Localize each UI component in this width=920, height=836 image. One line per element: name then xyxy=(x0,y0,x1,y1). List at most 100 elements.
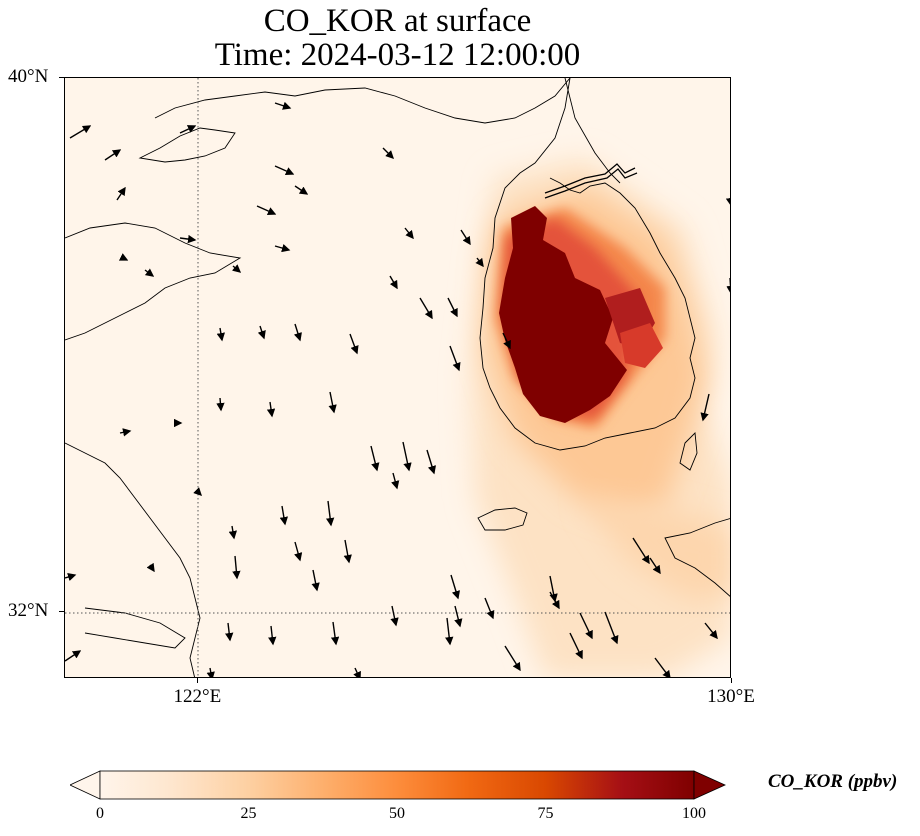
wind-arrow xyxy=(569,632,583,660)
title-line-1: CO_KOR at surface xyxy=(263,3,532,39)
nk-border xyxy=(544,163,636,194)
wind-arrow xyxy=(349,333,359,355)
wind-arrow xyxy=(231,264,242,273)
wind-arrow xyxy=(274,101,292,110)
wind-arrow xyxy=(256,205,277,215)
wind-arrow xyxy=(549,575,558,603)
colorbar xyxy=(69,768,726,802)
wind-arrow xyxy=(216,397,225,412)
wind-arrow xyxy=(725,197,730,207)
wind-arrow xyxy=(382,147,394,159)
wind-arrow xyxy=(390,605,399,627)
wind-arrow xyxy=(484,597,495,620)
wind-arrow xyxy=(454,605,463,628)
wind-arrow xyxy=(274,165,295,175)
wind-arrow xyxy=(228,525,237,540)
lat-tick-mark xyxy=(59,611,64,613)
lat-tick-mark xyxy=(59,77,64,78)
wind-arrow xyxy=(704,622,718,640)
colorbar-extend-min xyxy=(69,770,101,800)
wind-arrow xyxy=(118,253,129,261)
wind-arrow xyxy=(370,445,380,472)
wind-arrow xyxy=(330,621,340,646)
plume-red-patch xyxy=(620,323,663,368)
wind-arrow xyxy=(450,574,460,600)
jeju-island xyxy=(477,507,528,531)
wind-arrow xyxy=(274,244,291,253)
yangtze-estuary xyxy=(84,607,186,649)
gridlines xyxy=(65,78,730,677)
lon-tick-label: 130°E xyxy=(707,686,755,707)
wind-arrow xyxy=(294,185,309,195)
wind-arrow xyxy=(193,487,202,496)
colorbar-tick-label: 75 xyxy=(537,805,554,822)
wind-arrow xyxy=(447,297,458,318)
wind-arrow xyxy=(293,323,302,342)
wind-arrow xyxy=(449,345,461,372)
wind-arrow xyxy=(460,229,471,246)
wind-arrow xyxy=(604,611,619,645)
colorbar-tick-label: 50 xyxy=(389,805,405,822)
korea-east-coast xyxy=(564,78,621,184)
map-panel xyxy=(64,77,731,678)
shandong-peninsula xyxy=(65,222,242,341)
wind-arrow xyxy=(179,234,197,244)
wind-arrow xyxy=(65,572,77,582)
wind-arrow xyxy=(294,541,303,562)
colorbar-svg xyxy=(69,770,726,800)
wind-arrow xyxy=(146,562,155,573)
wind-arrow xyxy=(325,500,335,527)
lon-tick-mark xyxy=(731,678,732,683)
wind-arrow xyxy=(445,617,454,646)
dmz-line xyxy=(544,168,638,199)
lat-tick-label: 40°N xyxy=(8,66,49,87)
colorbar-label: CO_KOR (ppbv) xyxy=(768,771,898,792)
wind-arrow xyxy=(475,257,484,268)
lon-tick-mark xyxy=(197,678,199,683)
chart-title: CO_KOR at surface Time: 2024-03-12 12:00… xyxy=(64,4,731,72)
wind-arrow xyxy=(206,667,215,677)
wind-arrow xyxy=(419,297,433,320)
wind-arrow xyxy=(69,125,92,139)
wind-arrow xyxy=(116,186,126,201)
wind-arrow xyxy=(700,393,710,422)
wind-arrow xyxy=(65,650,82,662)
liaodong-peninsula xyxy=(138,127,236,163)
korea-west-coast xyxy=(479,78,696,451)
wind-arrow xyxy=(353,667,361,677)
wind-arrow xyxy=(225,622,234,642)
wind-arrow xyxy=(257,325,266,340)
concentration-field xyxy=(470,158,730,677)
wind-arrow xyxy=(404,227,414,240)
wind-arrow xyxy=(632,537,650,565)
wind-arrow xyxy=(179,125,197,134)
coastlines xyxy=(65,78,730,677)
plume-southeast xyxy=(585,498,730,598)
colorbar-tick-label: 25 xyxy=(240,805,257,822)
colorbar-extend-max xyxy=(693,770,726,800)
wind-arrow xyxy=(119,428,132,437)
wind-arrow xyxy=(726,278,730,295)
wind-arrow xyxy=(402,441,412,472)
wind-arrow xyxy=(144,268,155,277)
wind-arrow xyxy=(502,332,511,350)
lon-tick-label: 122°E xyxy=(173,686,222,707)
wind-arrow xyxy=(649,557,661,575)
wind-arrow xyxy=(328,391,337,414)
wind-arrow xyxy=(426,449,436,475)
wind-arrow xyxy=(311,569,320,592)
wind-arrow xyxy=(579,612,593,640)
wind-arrow xyxy=(389,275,398,290)
wind-arrow xyxy=(266,401,276,418)
lat-tick-label: 32°N xyxy=(8,600,49,622)
kyushu-coast xyxy=(664,518,730,597)
map-canvas xyxy=(65,78,730,677)
title-line-2: Time: 2024-03-12 12:00:00 xyxy=(214,37,581,73)
wind-arrow xyxy=(216,327,225,342)
plume-core xyxy=(499,206,627,423)
wind-arrow xyxy=(654,657,671,677)
tsushima-island xyxy=(679,432,698,471)
colorbar-tick-label: 100 xyxy=(682,805,706,822)
wind-arrow xyxy=(268,625,277,646)
wind-vectors xyxy=(65,101,730,677)
